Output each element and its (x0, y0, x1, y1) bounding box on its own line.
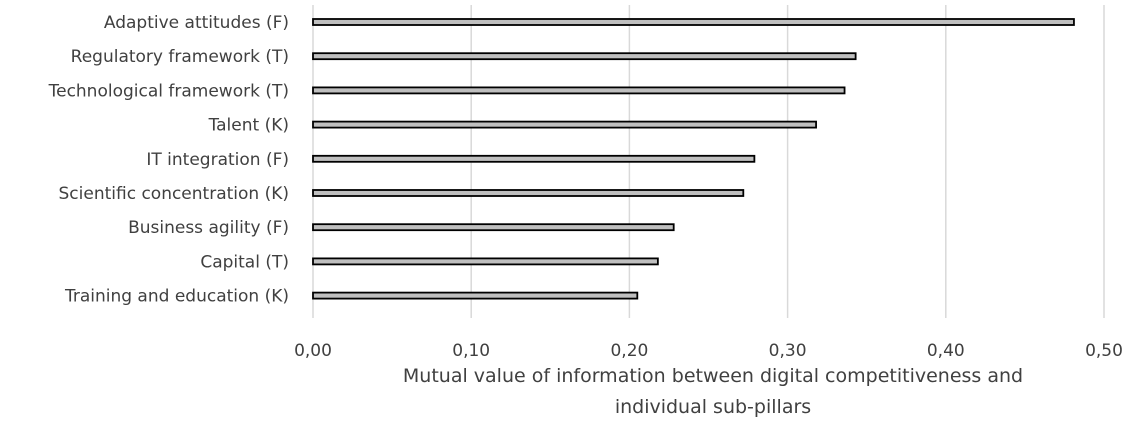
bar (312, 257, 659, 266)
x-tick-label: 0,50 (1085, 341, 1123, 361)
bar (312, 18, 1075, 26)
category-label: Regulatory framework (T) (71, 47, 289, 67)
x-tick-label: 0,20 (610, 341, 648, 361)
bar (312, 291, 639, 300)
category-labels: Adaptive attitudes (F) Regulatory framewo… (48, 13, 289, 307)
bar (312, 223, 675, 232)
category-label: Technological framework (T) (48, 81, 289, 101)
category-label: Capital (T) (200, 252, 289, 272)
x-axis-title-line-1: Mutual value of information between digi… (403, 365, 1023, 387)
bar (312, 86, 846, 95)
x-tick-label: 0,30 (769, 341, 807, 361)
x-tick-label: 0,00 (294, 341, 332, 361)
category-label: Business agility (F) (128, 218, 289, 238)
bars (312, 18, 1075, 300)
bar (312, 120, 817, 129)
category-label: Talent (K) (208, 116, 289, 136)
category-label: IT integration (F) (146, 150, 289, 170)
x-axis-title-line-2: individual sub-pillars (615, 396, 811, 418)
bar (312, 154, 756, 163)
category-label: Training and education (K) (64, 287, 289, 307)
x-tick-labels: 0,00 0,10 0,20 0,30 0,40 0,50 (294, 341, 1123, 361)
x-tick-label: 0,10 (452, 341, 490, 361)
bar (312, 52, 857, 61)
bar (312, 189, 745, 197)
category-label: Scientific concentration (K) (59, 184, 290, 204)
x-tick-label: 0,40 (927, 341, 965, 361)
category-label: Adaptive attitudes (F) (104, 13, 289, 33)
